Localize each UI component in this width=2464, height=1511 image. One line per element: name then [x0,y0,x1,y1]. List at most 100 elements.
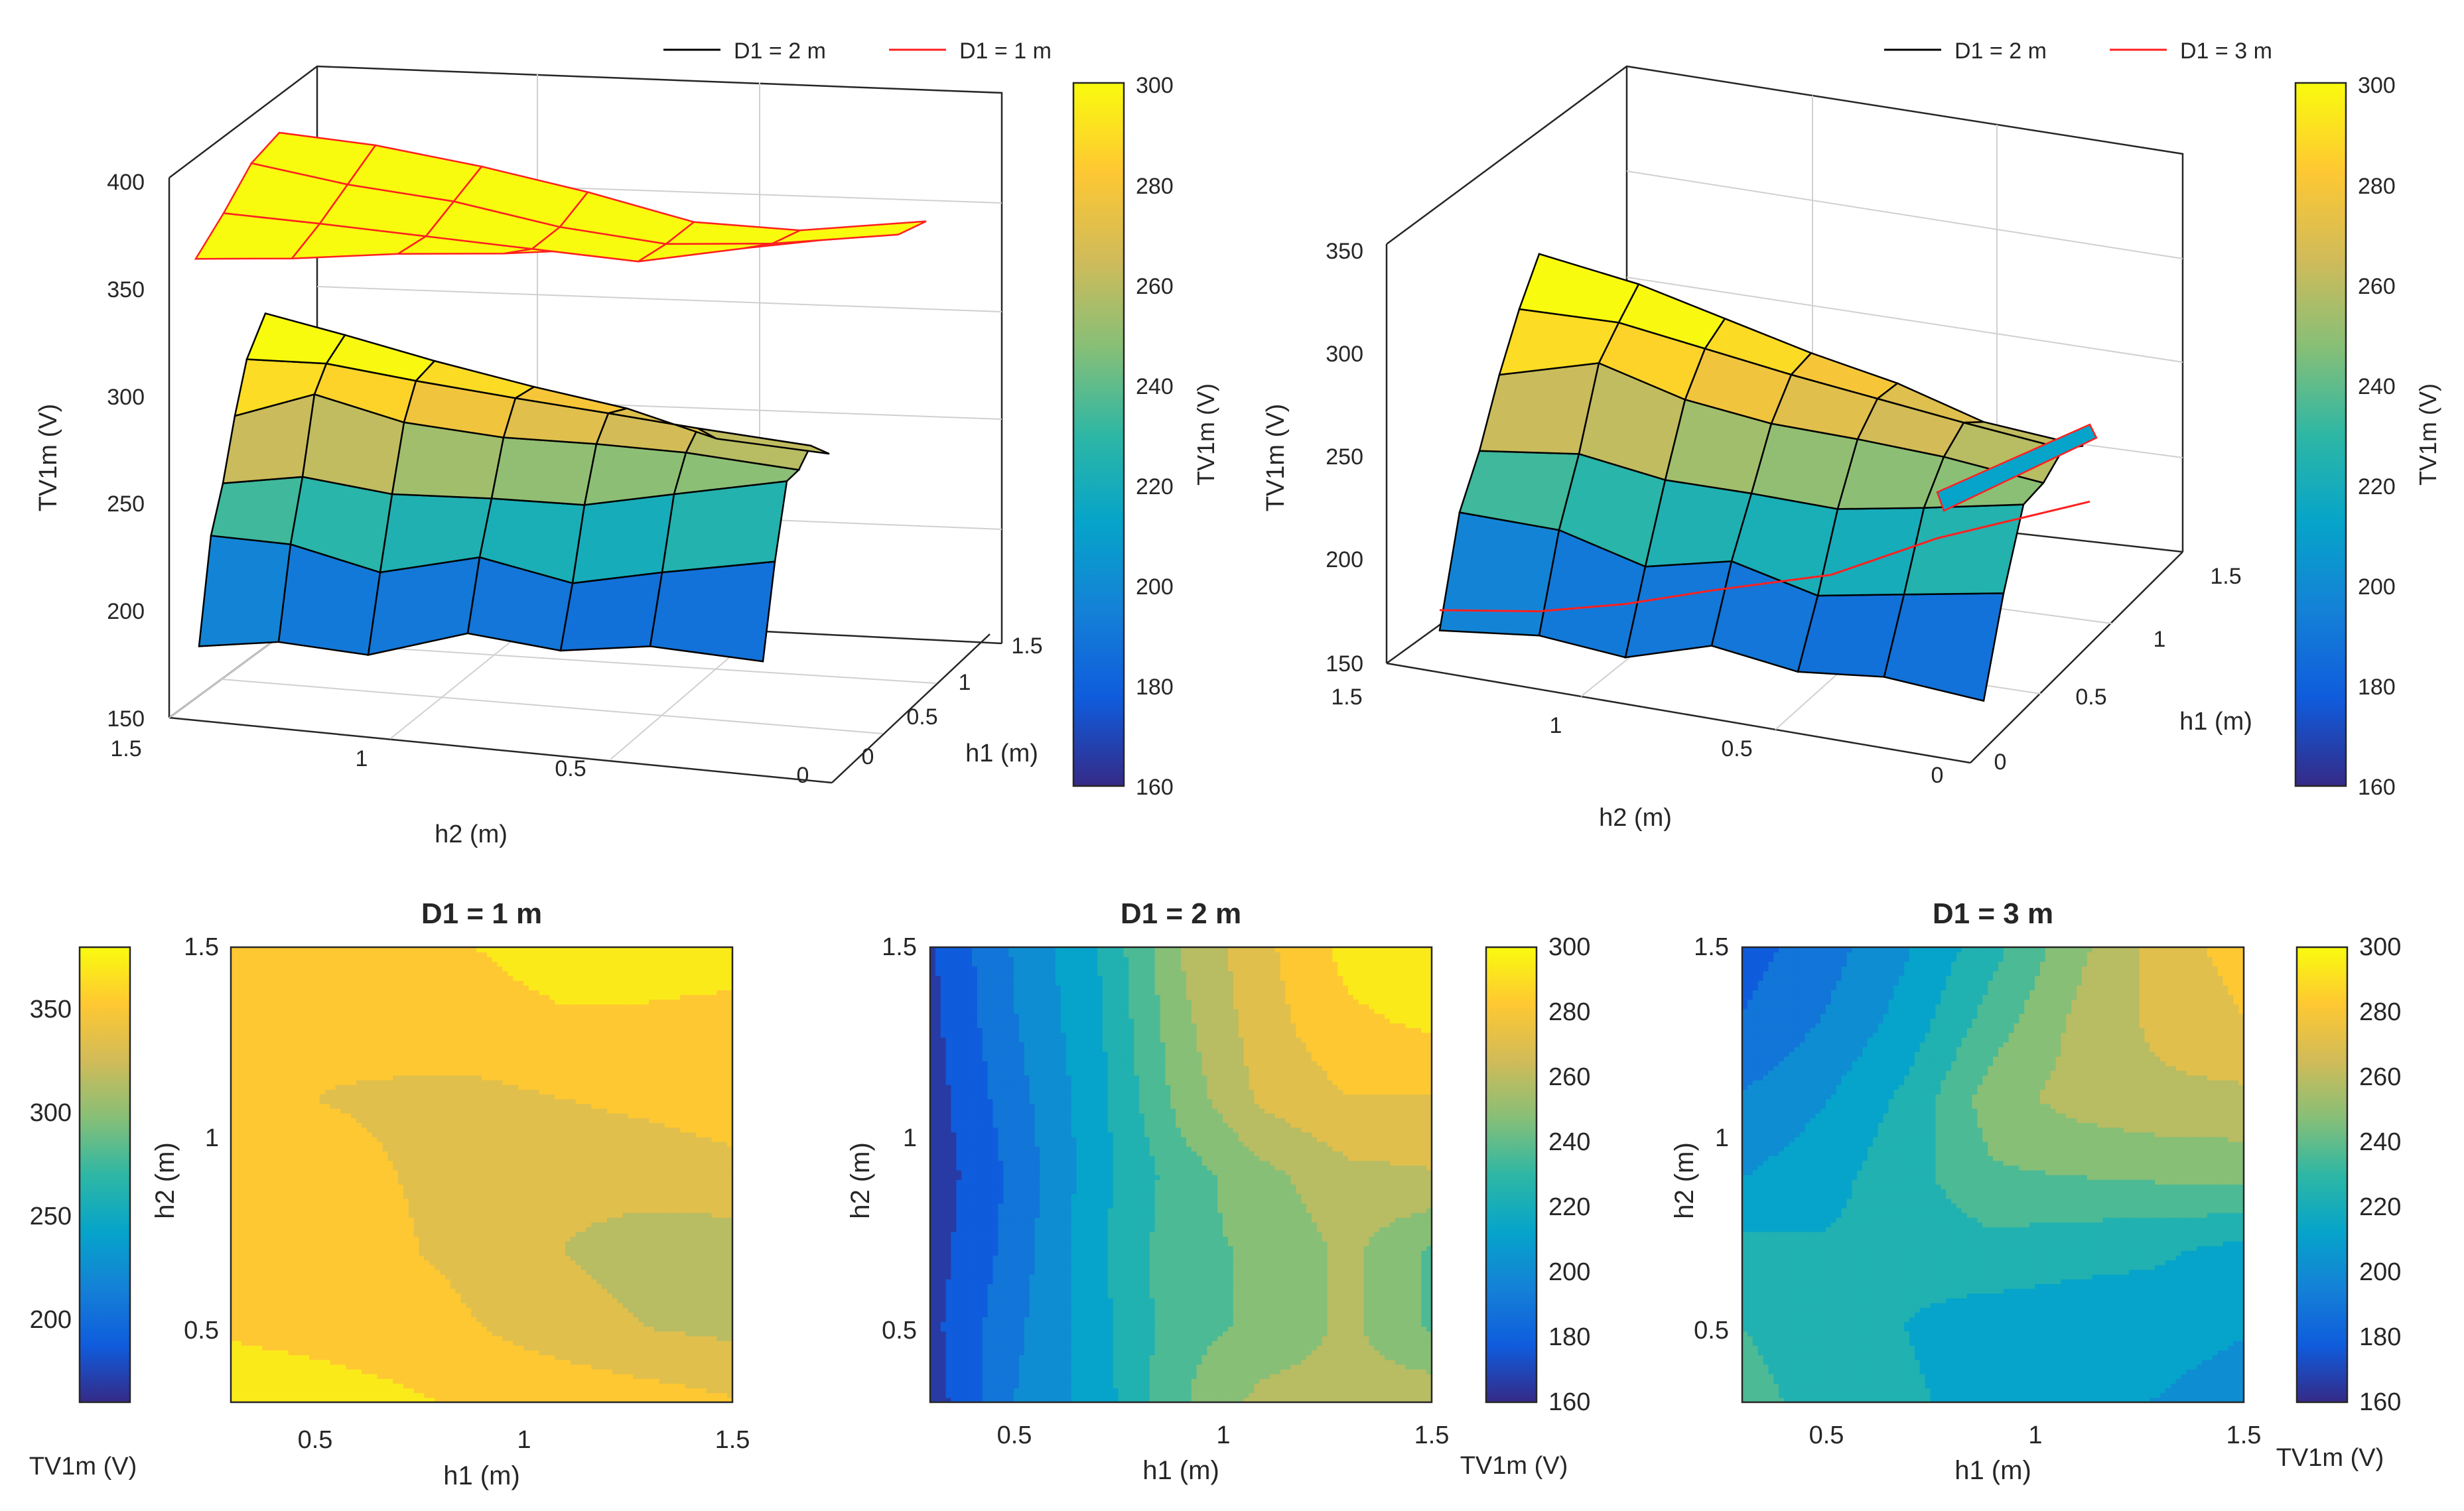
contour-cell [471,1359,477,1365]
contour-cell [617,1165,624,1171]
contour-cell [575,1302,582,1308]
contour-cell [680,1175,686,1180]
contour-cell [413,1321,420,1327]
contour-cell [680,1317,686,1323]
contour-cell [335,1335,341,1341]
contour-cell [653,1321,660,1327]
contour-cell [435,1359,441,1365]
contour-cell [335,1397,341,1402]
contour-cell [304,1169,310,1175]
contour-cell [664,1350,671,1356]
contour-cell [424,1283,430,1289]
contour-cell [293,1359,299,1365]
contour-cell [644,1307,650,1313]
z-tick: 400 [107,170,145,195]
contour-cell [257,1226,263,1232]
contour-cell [497,1378,504,1384]
contour-cell [262,1374,268,1379]
contour-cell [482,1302,488,1308]
contour-cell [319,1203,326,1209]
contour-cell [241,1165,247,1171]
contour-cell [560,1364,566,1370]
contour-cell [486,1241,493,1246]
contour-cell [549,1378,555,1384]
contour-cell [586,1208,592,1213]
contour-cell [633,1326,639,1332]
contour-cell [653,1341,660,1346]
contour-cell [706,1297,713,1303]
contour-cell [241,1175,247,1180]
contour-cell [492,1179,498,1185]
contour-cell [455,1189,462,1195]
contour-cell [513,1341,519,1346]
contour-cell [544,1274,550,1280]
contour-cell [257,1317,263,1323]
x-axis-label: h2 (m) [1599,804,1672,832]
contour-cell [644,1213,650,1218]
contour-cell [455,1222,462,1228]
contour-cell [628,1350,634,1356]
contour-cell [675,1208,681,1213]
contour-cell [502,1241,508,1246]
contour-cell [596,1293,602,1299]
contour-cell [617,1331,624,1337]
contour-cell [277,1241,284,1246]
contour-cell [523,1250,529,1256]
contour-cell [319,1250,326,1256]
contour-cell [335,1354,341,1360]
contour-cell [602,1293,608,1299]
contour-cell [612,1378,618,1384]
colorbar-label: TV1m (V) [2414,383,2441,486]
contour-cell [408,1392,415,1398]
contour-cell [549,1255,555,1261]
contour-cell [299,1222,305,1228]
contour-cell [523,1217,529,1223]
contour-cell [508,1364,513,1370]
contour-cell [486,1175,493,1180]
contour-cell [340,1288,346,1294]
contour-cell [638,1335,644,1341]
contour-cell [669,1374,675,1379]
contour-cell [314,1312,320,1317]
contour-cell [628,1368,634,1374]
contour-cell [680,1193,686,1199]
contour-cell [267,1368,273,1374]
contour-cell [372,1193,378,1199]
contour-cell [518,1241,524,1246]
contour-cell [685,1359,691,1365]
contour-cell [382,1241,388,1246]
contour-cell [685,1326,691,1332]
contour-cell [440,1203,446,1209]
contour-cell [304,1193,310,1199]
contour-cell [612,1297,618,1303]
contour-cell [455,1307,462,1313]
contour-cell [482,1345,488,1350]
contour-cell [633,1236,639,1242]
contour-cell [539,1169,545,1175]
contour-cell [492,1231,498,1237]
contour-cell [309,1236,315,1242]
contour-cell [565,1189,571,1195]
contour-cell [231,1392,237,1398]
contour-cell [701,1283,707,1289]
contour-cell [513,1184,519,1190]
contour-cell [533,1226,540,1232]
contour-cell [727,1274,732,1280]
contour-cell [435,1297,441,1303]
contour-cell [502,1236,508,1242]
contour-cell [246,1374,253,1379]
contour-cell [283,1350,289,1356]
contour-cell [607,1246,613,1251]
contour-cell [492,1297,498,1303]
contour-cell [440,1169,446,1175]
contour-cell [649,1203,655,1209]
contour-cell [372,1392,378,1398]
contour-cell [591,1226,597,1232]
contour-cell [701,1288,707,1294]
contour-cell [319,1226,326,1232]
contour-cell [330,1297,336,1303]
contour-cell [549,1374,555,1379]
contour-cell [361,1198,368,1204]
contour-cell [518,1255,524,1261]
contour-cell [460,1364,466,1370]
